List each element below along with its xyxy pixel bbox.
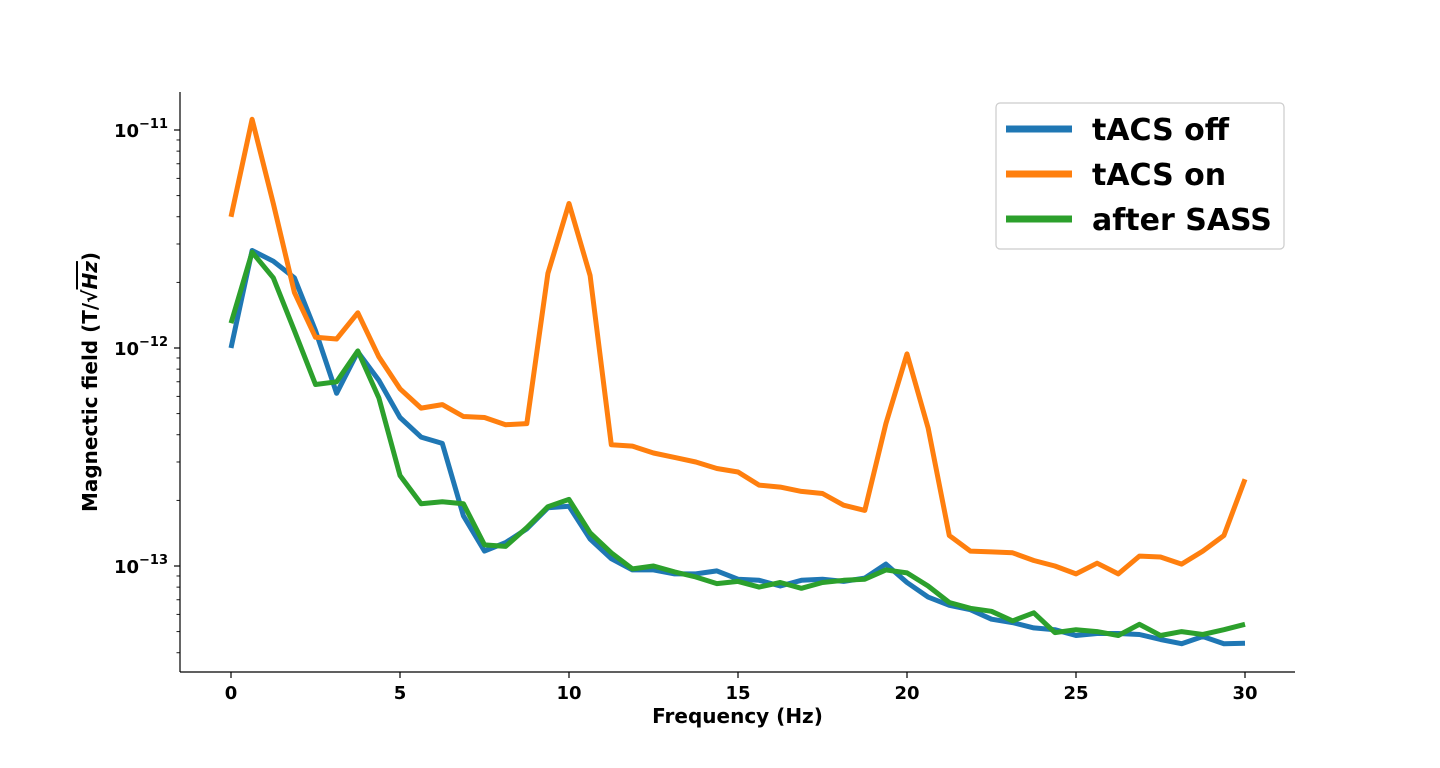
legend: tACS off tACS on after SASS [995, 102, 1285, 250]
series-layer [228, 116, 1248, 647]
legend-label-2: after SASS [1092, 203, 1272, 238]
x-tick-label: 15 [725, 683, 750, 704]
series-line-1 [228, 116, 1248, 577]
y-tick-label: 10−13 [114, 553, 168, 578]
y-tick-label: 10−11 [114, 117, 168, 142]
x-axis-title: Frequency (Hz) [652, 704, 823, 728]
x-tick-label: 0 [225, 683, 238, 704]
x-tick-label: 10 [556, 683, 581, 704]
series-line-2 [228, 249, 1246, 638]
x-tick-label: 25 [1063, 683, 1088, 704]
y-axis-title: Magnectic field (T/√Hz) [78, 252, 102, 512]
legend-frame [995, 102, 1285, 250]
y-tick-label: 10−12 [114, 335, 168, 360]
x-tick-label: 30 [1232, 683, 1257, 704]
x-tick-label: 20 [894, 683, 919, 704]
legend-label-0: tACS off [1092, 113, 1230, 148]
x-tick-label: 5 [394, 683, 407, 704]
series-line-0 [228, 248, 1246, 647]
axes-layer: 0 5 10 15 20 25 30 10−11 10−12 10−13 Frequency (Hz… [78, 92, 1295, 728]
legend-label-1: tACS on [1092, 158, 1226, 193]
